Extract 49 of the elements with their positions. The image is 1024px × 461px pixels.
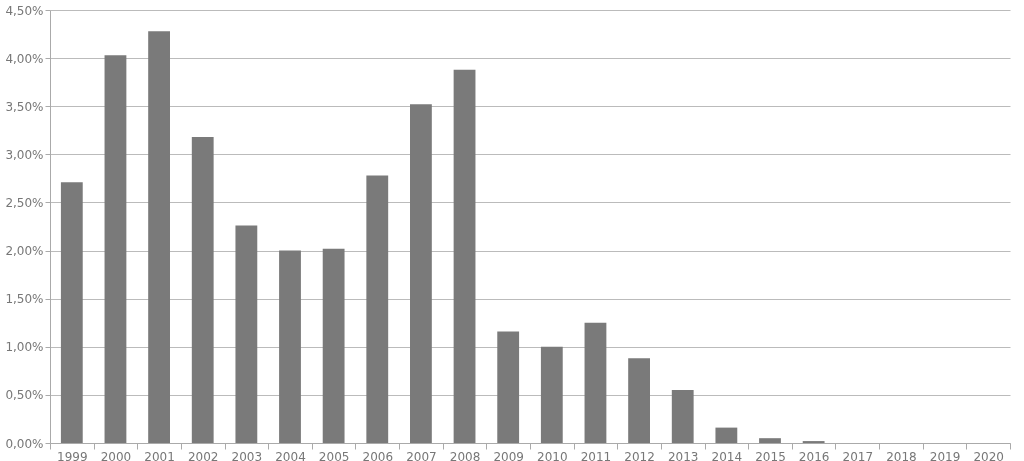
x-tick-label: 2013	[667, 449, 699, 461]
bar	[60, 182, 83, 443]
y-tick-label: 0,50%	[5, 388, 44, 403]
x-tick-label: 2001	[144, 449, 175, 461]
x-tick-label: 2017	[842, 449, 874, 461]
bar	[148, 31, 170, 443]
bar	[628, 358, 650, 443]
bar	[279, 250, 301, 443]
x-tick-label: 2016	[798, 449, 830, 461]
y-tick-label: 2,00%	[5, 244, 44, 259]
x-tick-label: 2003	[231, 449, 263, 461]
x-tick-label: 2018	[886, 449, 917, 461]
x-tick-label: 2019	[929, 449, 961, 461]
x-tick-label: 2004	[275, 449, 306, 461]
x-tick-label: 2012	[624, 449, 655, 461]
y-tick-label: 0,00%	[5, 436, 44, 451]
bar	[366, 175, 389, 443]
y-tick-label: 4,00%	[5, 51, 44, 66]
x-tick-label: 2010	[537, 449, 568, 461]
bar	[104, 55, 127, 443]
x-tick-label: 2020	[973, 449, 1004, 461]
x-tick-label: 2011	[580, 449, 612, 461]
y-tick-label: 1,00%	[5, 340, 44, 355]
x-tick-label: 2002	[187, 449, 219, 461]
y-tick-label: 1,50%	[5, 292, 44, 307]
bar	[540, 346, 563, 443]
y-tick-label: 3,50%	[5, 99, 44, 114]
x-tick-label: 2007	[406, 449, 437, 461]
bar	[410, 104, 432, 443]
x-tick-label: 2009	[493, 449, 524, 461]
bar	[235, 225, 258, 443]
x-tick-label: 1999	[57, 449, 88, 461]
x-tick-label: 2006	[362, 449, 394, 461]
x-tick-label: 2000	[100, 449, 132, 461]
bar	[322, 248, 345, 443]
bar	[497, 331, 520, 443]
y-tick-label: 4,50%	[5, 3, 44, 18]
y-tick-label: 3,00%	[5, 147, 44, 162]
y-tick-label: 2,50%	[5, 195, 44, 210]
bar	[584, 322, 607, 443]
x-tick-label: 2005	[318, 449, 350, 461]
bar	[715, 427, 738, 443]
bar	[191, 137, 214, 443]
bar	[759, 438, 781, 443]
x-tick-label: 2008	[449, 449, 481, 461]
bar	[671, 390, 694, 443]
x-tick-label: 2015	[755, 449, 786, 461]
x-tick-label: 2014	[711, 449, 743, 461]
bar	[453, 69, 476, 443]
